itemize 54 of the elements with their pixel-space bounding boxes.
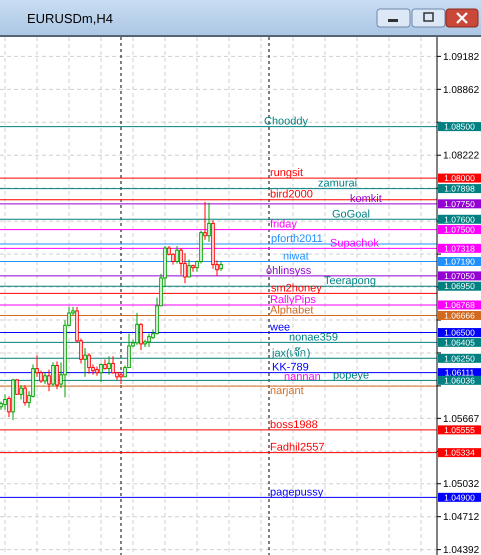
y-tick-label: 1.08862 (443, 84, 480, 96)
text: 1.06666 (444, 310, 476, 320)
text: 1.06250 (444, 353, 476, 364)
text: 1.07190 (444, 256, 476, 266)
ref-line-label: GoGoal (332, 208, 370, 220)
text: 1.06500 (444, 328, 476, 338)
y-tick-label: 1.04712 (443, 512, 480, 524)
ref-line-label: KK-789 (272, 362, 309, 374)
text: 1.08500 (444, 122, 476, 132)
ref-line-label: Chooddy (264, 116, 309, 128)
chart-title: EURUSDm,H4 (27, 11, 113, 26)
ref-line-label: pforth2011 (271, 232, 323, 245)
ref-line-label: boss1988 (270, 418, 318, 431)
text: 1.08000 (444, 173, 476, 184)
y-tick-label: 1.05667 (443, 414, 480, 425)
ref-line-label: wee (269, 322, 290, 334)
y-tick-label: 1.04392 (443, 545, 480, 555)
candlestick (107, 356, 111, 376)
candlestick (119, 371, 123, 385)
ref-line-label: RallyPips (270, 294, 316, 306)
text: 1.05334 (444, 448, 476, 458)
text: 1.05555 (444, 424, 476, 435)
annotation: nannan (284, 371, 321, 383)
text: 1.06768 (444, 300, 476, 310)
text: 1.06036 (444, 375, 476, 386)
text: 1.06111 (444, 368, 474, 378)
ref-line-label: Fadhil2557 (270, 442, 324, 454)
text: 1.07050 (444, 270, 476, 281)
ref-line-label: Teerapong (324, 275, 376, 288)
ref-line-label: rungsit (270, 167, 304, 180)
text: 1.07600 (444, 214, 476, 224)
y-tick-label: 1.05032 (443, 479, 480, 490)
text: 1.07318 (444, 243, 476, 254)
text: 1.07750 (444, 198, 476, 209)
ref-line-label: niwat (283, 250, 309, 262)
ref-line-label: bird2000 (270, 188, 313, 201)
text: 1.07500 (444, 224, 476, 235)
candlestick (47, 369, 51, 392)
candlestick (111, 356, 115, 374)
ref-line-label: nonae359 (289, 331, 338, 344)
y-tick-label: 1.08222 (443, 150, 480, 162)
y-tick-label: 1.09182 (443, 52, 480, 63)
ref-line-label: ohlinsyss (266, 264, 312, 277)
text: 1.06950 (444, 281, 476, 292)
text: 1.07898 (444, 184, 476, 194)
text: 1.04900 (444, 492, 476, 502)
ref-line-label: pagepussy (270, 486, 324, 498)
ref-line-label: zamurai (318, 178, 358, 190)
ref-line-label: jax(เจ๊ก) (271, 346, 310, 360)
ref-line-label: narjant (270, 385, 304, 398)
ref-line-label: popeye (333, 369, 370, 382)
text: 1.06405 (444, 337, 476, 348)
ref-line-label: Alphabet (270, 304, 314, 316)
ref-line-label: friday (270, 218, 298, 231)
